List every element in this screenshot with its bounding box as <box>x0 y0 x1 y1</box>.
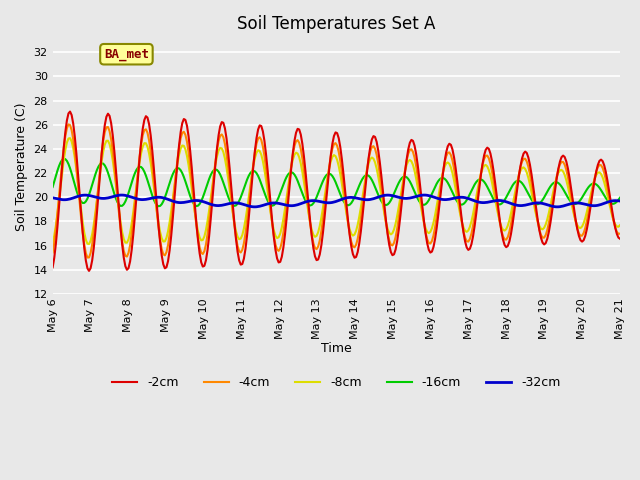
X-axis label: Time: Time <box>321 342 352 355</box>
Legend: -2cm, -4cm, -8cm, -16cm, -32cm: -2cm, -4cm, -8cm, -16cm, -32cm <box>107 371 566 394</box>
Text: BA_met: BA_met <box>104 48 149 61</box>
Y-axis label: Soil Temperature (C): Soil Temperature (C) <box>15 103 28 231</box>
Title: Soil Temperatures Set A: Soil Temperatures Set A <box>237 15 436 33</box>
